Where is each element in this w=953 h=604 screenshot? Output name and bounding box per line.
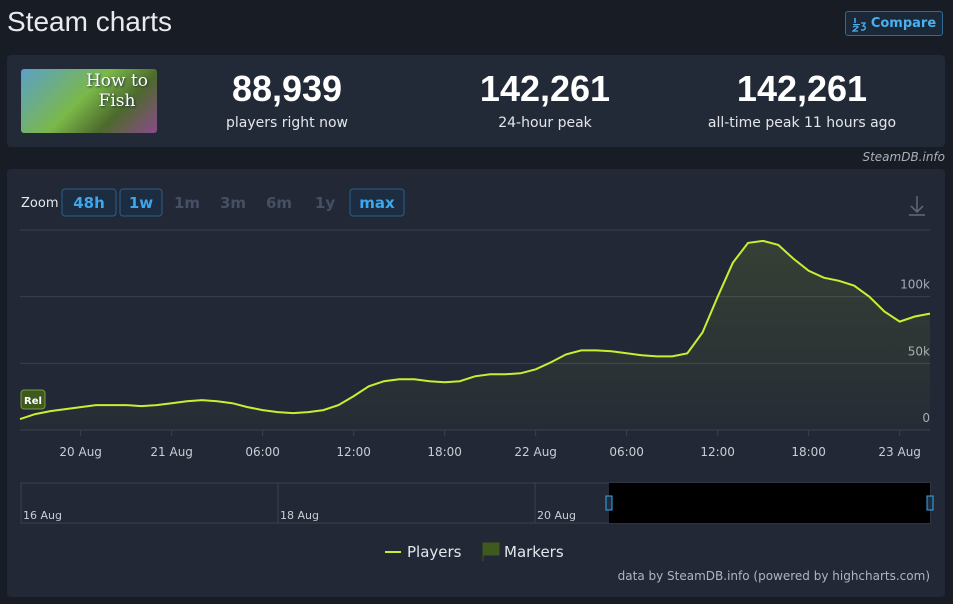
stat-value: 88,939 [231, 68, 343, 109]
navigator-label: 20 Aug [537, 509, 576, 522]
stat-value: 142,261 [736, 68, 868, 109]
navigator-label: 16 Aug [23, 509, 62, 522]
compare-label: Compare [870, 16, 937, 31]
flag-label: Rel [24, 396, 42, 407]
stat-value: 142,261 [479, 68, 611, 109]
thumbnail-text: How to [85, 71, 149, 91]
thumbnail-text: Fish [98, 91, 136, 111]
x-tick-label: 23 Aug [878, 445, 921, 459]
legend-label[interactable]: Markers [504, 543, 564, 561]
stat: 88,939 players right now [167, 67, 407, 131]
x-tick-label: 06:00 [245, 445, 280, 459]
legend-label[interactable]: Players [407, 543, 462, 561]
zoom-option[interactable]: 1w [129, 194, 153, 212]
stat-label: all-time peak 11 hours ago [707, 115, 897, 131]
compare-icon [851, 17, 866, 32]
zoom-option: 3m [220, 194, 246, 212]
navigator-label: 18 Aug [280, 509, 319, 522]
zoom-option[interactable]: max [359, 194, 395, 212]
x-tick-label: 18:00 [791, 445, 826, 459]
compare-button[interactable]: Compare [845, 11, 943, 36]
legend-swatch [482, 542, 500, 561]
stat: 142,261 24-hour peak [425, 67, 665, 131]
page-title: Steam charts [7, 6, 172, 37]
flag-box [20, 389, 46, 410]
x-tick-label: 22 Aug [514, 445, 557, 459]
download-icon[interactable] [909, 196, 925, 216]
navigator-selection [609, 483, 930, 523]
stat-label: 24-hour peak [498, 115, 592, 131]
stat: 142,261 all-time peak 11 hours ago [682, 67, 922, 131]
credits: data by SteamDB.info (powered by highcha… [618, 569, 930, 583]
zoom-button[interactable] [119, 188, 163, 217]
series-line [19, 239, 931, 421]
series-area [20, 240, 930, 430]
x-tick-label: 21 Aug [150, 445, 193, 459]
source-note: SteamDB.info [862, 150, 945, 164]
flag-marker[interactable]: Rel [20, 389, 46, 410]
x-tick-label: 12:00 [700, 445, 735, 459]
zoom-option: 1y [315, 194, 335, 212]
x-tick-label: 06:00 [609, 445, 644, 459]
stat-label: players right now [226, 115, 348, 131]
y-tick-label: 100k [900, 278, 930, 292]
x-tick-label: 12:00 [336, 445, 371, 459]
navigator-handle[interactable] [926, 495, 934, 511]
x-tick-label: 20 Aug [59, 445, 102, 459]
zoom-label: Zoom [21, 196, 58, 211]
game-thumbnail: How to Fish [21, 69, 157, 133]
x-tick-label: 18:00 [427, 445, 462, 459]
zoom-option[interactable]: 48h [73, 194, 105, 212]
zoom-button[interactable] [61, 188, 117, 217]
zoom-option: 6m [266, 194, 292, 212]
zoom-option: 1m [174, 194, 200, 212]
navigator-handle[interactable] [605, 495, 613, 511]
zoom-button[interactable] [349, 188, 405, 217]
stats-panel: How to Fish 88,939 players right now 142,… [7, 55, 945, 147]
